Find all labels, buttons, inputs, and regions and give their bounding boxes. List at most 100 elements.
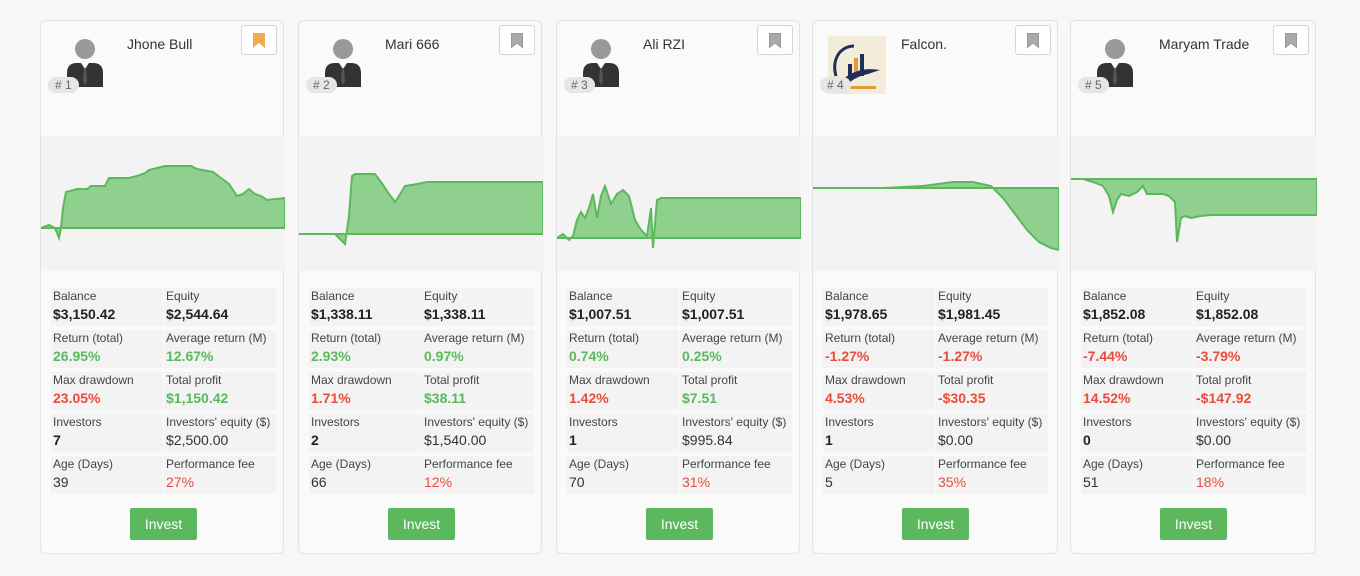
balance-value: $3,150.42 — [53, 306, 116, 322]
max-drawdown-value: 23.05% — [53, 390, 101, 406]
average-return-value: 12.67% — [166, 348, 214, 364]
return-total-cell: Return (total) 0.74% — [567, 330, 679, 368]
investors-cell: Investors 1 — [823, 414, 935, 452]
age-cell: Age (Days) 5 — [823, 456, 935, 494]
balance-cell: Balance $1,007.51 — [567, 288, 679, 326]
return-total-cell: Return (total) 2.93% — [309, 330, 421, 368]
equity-chart — [41, 136, 285, 271]
total-profit-cell: Total profit -$30.35 — [936, 372, 1048, 410]
stats-table: Balance $1,338.11 Equity $1,338.11 Return … — [309, 288, 534, 498]
balance-cell: Balance $1,852.08 — [1081, 288, 1193, 326]
performance-fee-cell: Performance fee 31% — [680, 456, 792, 494]
stats-table: Balance $3,150.42 Equity $2,544.64 Return … — [51, 288, 276, 498]
bookmark-button[interactable] — [1273, 25, 1309, 55]
return-total-cell: Return (total) -1.27% — [823, 330, 935, 368]
strategy-card: # 5 Maryam Trade Balance $1,852.08 Equity… — [1070, 20, 1317, 554]
total-profit-cell: Total profit $38.11 — [422, 372, 534, 410]
card-header: # 4 Falcon. — [813, 21, 1057, 136]
invest-button[interactable]: Invest — [646, 508, 713, 540]
equity-chart — [813, 136, 1059, 271]
total-profit-value: $1,150.42 — [166, 390, 229, 406]
total-profit-value: -$147.92 — [1196, 390, 1252, 406]
balance-value: $1,007.51 — [569, 306, 632, 322]
investors-equity-value: $2,500.00 — [166, 432, 229, 448]
balance-cell: Balance $1,338.11 — [309, 288, 421, 326]
investors-equity-value: $0.00 — [1196, 432, 1232, 448]
bookmark-icon — [1027, 32, 1039, 49]
card-header: # 2 Mari 666 — [299, 21, 541, 136]
performance-fee-value: 27% — [166, 474, 195, 490]
age-value: 66 — [311, 474, 327, 490]
performance-fee-value: 31% — [682, 474, 711, 490]
performance-fee-value: 12% — [424, 474, 453, 490]
invest-button[interactable]: Invest — [1160, 508, 1227, 540]
equity-cell: Equity $1,338.11 — [422, 288, 534, 326]
bookmark-icon — [511, 32, 523, 49]
return-total-cell: Return (total) -7.44% — [1081, 330, 1193, 368]
age-value: 39 — [53, 474, 69, 490]
bookmark-button[interactable] — [1015, 25, 1051, 55]
average-return-cell: Average return (M) 12.67% — [164, 330, 276, 368]
return-total-value: -1.27% — [825, 348, 870, 364]
investors-value: 0 — [1083, 432, 1091, 448]
trader-name: Jhone Bull — [127, 36, 193, 52]
trader-name: Mari 666 — [385, 36, 440, 52]
invest-button[interactable]: Invest — [902, 508, 969, 540]
bookmark-button[interactable] — [241, 25, 277, 55]
strategy-card: # 1 Jhone Bull Balance $3,150.42 Equity $2… — [40, 20, 285, 554]
total-profit-cell: Total profit -$147.92 — [1194, 372, 1306, 410]
stats-table: Balance $1,007.51 Equity $1,007.51 Return … — [567, 288, 792, 498]
rank-badge: # 5 — [1078, 77, 1109, 93]
investors-equity-cell: Investors' equity ($) $0.00 — [1194, 414, 1306, 452]
equity-chart — [1071, 136, 1317, 271]
investors-value: 7 — [53, 432, 61, 448]
stats-table: Balance $1,978.65 Equity $1,981.45 Return … — [823, 288, 1048, 498]
bookmark-icon — [769, 32, 781, 49]
max-drawdown-cell: Max drawdown 23.05% — [51, 372, 163, 410]
age-cell: Age (Days) 70 — [567, 456, 679, 494]
strategy-card: # 4 Falcon. Balance $1,978.65 Equity $1,98… — [812, 20, 1059, 554]
average-return-cell: Average return (M) 0.25% — [680, 330, 792, 368]
equity-value: $1,007.51 — [682, 306, 745, 322]
max-drawdown-cell: Max drawdown 1.71% — [309, 372, 421, 410]
invest-button[interactable]: Invest — [388, 508, 455, 540]
performance-fee-cell: Performance fee 35% — [936, 456, 1048, 494]
stats-table: Balance $1,852.08 Equity $1,852.08 Return … — [1081, 288, 1306, 498]
investors-equity-value: $1,540.00 — [424, 432, 487, 448]
strategy-card: # 3 Ali RZI Balance $1,007.51 Equity $1,00… — [556, 20, 801, 554]
trader-name: Ali RZI — [643, 36, 685, 52]
investors-value: 1 — [569, 432, 577, 448]
rank-badge: # 2 — [306, 77, 337, 93]
max-drawdown-value: 14.52% — [1083, 390, 1131, 406]
card-header: # 5 Maryam Trade — [1071, 21, 1315, 136]
performance-fee-value: 18% — [1196, 474, 1225, 490]
investors-cell: Investors 2 — [309, 414, 421, 452]
max-drawdown-cell: Max drawdown 1.42% — [567, 372, 679, 410]
equity-cell: Equity $1,981.45 — [936, 288, 1048, 326]
total-profit-cell: Total profit $7.51 — [680, 372, 792, 410]
rank-badge: # 4 — [820, 77, 851, 93]
investors-equity-cell: Investors' equity ($) $0.00 — [936, 414, 1048, 452]
investors-value: 1 — [825, 432, 833, 448]
equity-chart — [299, 136, 543, 271]
investors-equity-cell: Investors' equity ($) $995.84 — [680, 414, 792, 452]
investors-cell: Investors 0 — [1081, 414, 1193, 452]
bookmark-icon — [1285, 32, 1297, 49]
max-drawdown-value: 4.53% — [825, 390, 865, 406]
trader-name: Falcon. — [901, 36, 947, 52]
performance-fee-value: 35% — [938, 474, 967, 490]
invest-button[interactable]: Invest — [130, 508, 197, 540]
equity-value: $2,544.64 — [166, 306, 229, 322]
age-value: 51 — [1083, 474, 1099, 490]
bookmark-button[interactable] — [757, 25, 793, 55]
age-value: 70 — [569, 474, 585, 490]
balance-cell: Balance $1,978.65 — [823, 288, 935, 326]
average-return-value: 0.25% — [682, 348, 722, 364]
total-profit-cell: Total profit $1,150.42 — [164, 372, 276, 410]
performance-fee-cell: Performance fee 18% — [1194, 456, 1306, 494]
rank-badge: # 3 — [564, 77, 595, 93]
total-profit-value: $38.11 — [424, 390, 467, 406]
average-return-cell: Average return (M) -1.27% — [936, 330, 1048, 368]
bookmark-button[interactable] — [499, 25, 535, 55]
